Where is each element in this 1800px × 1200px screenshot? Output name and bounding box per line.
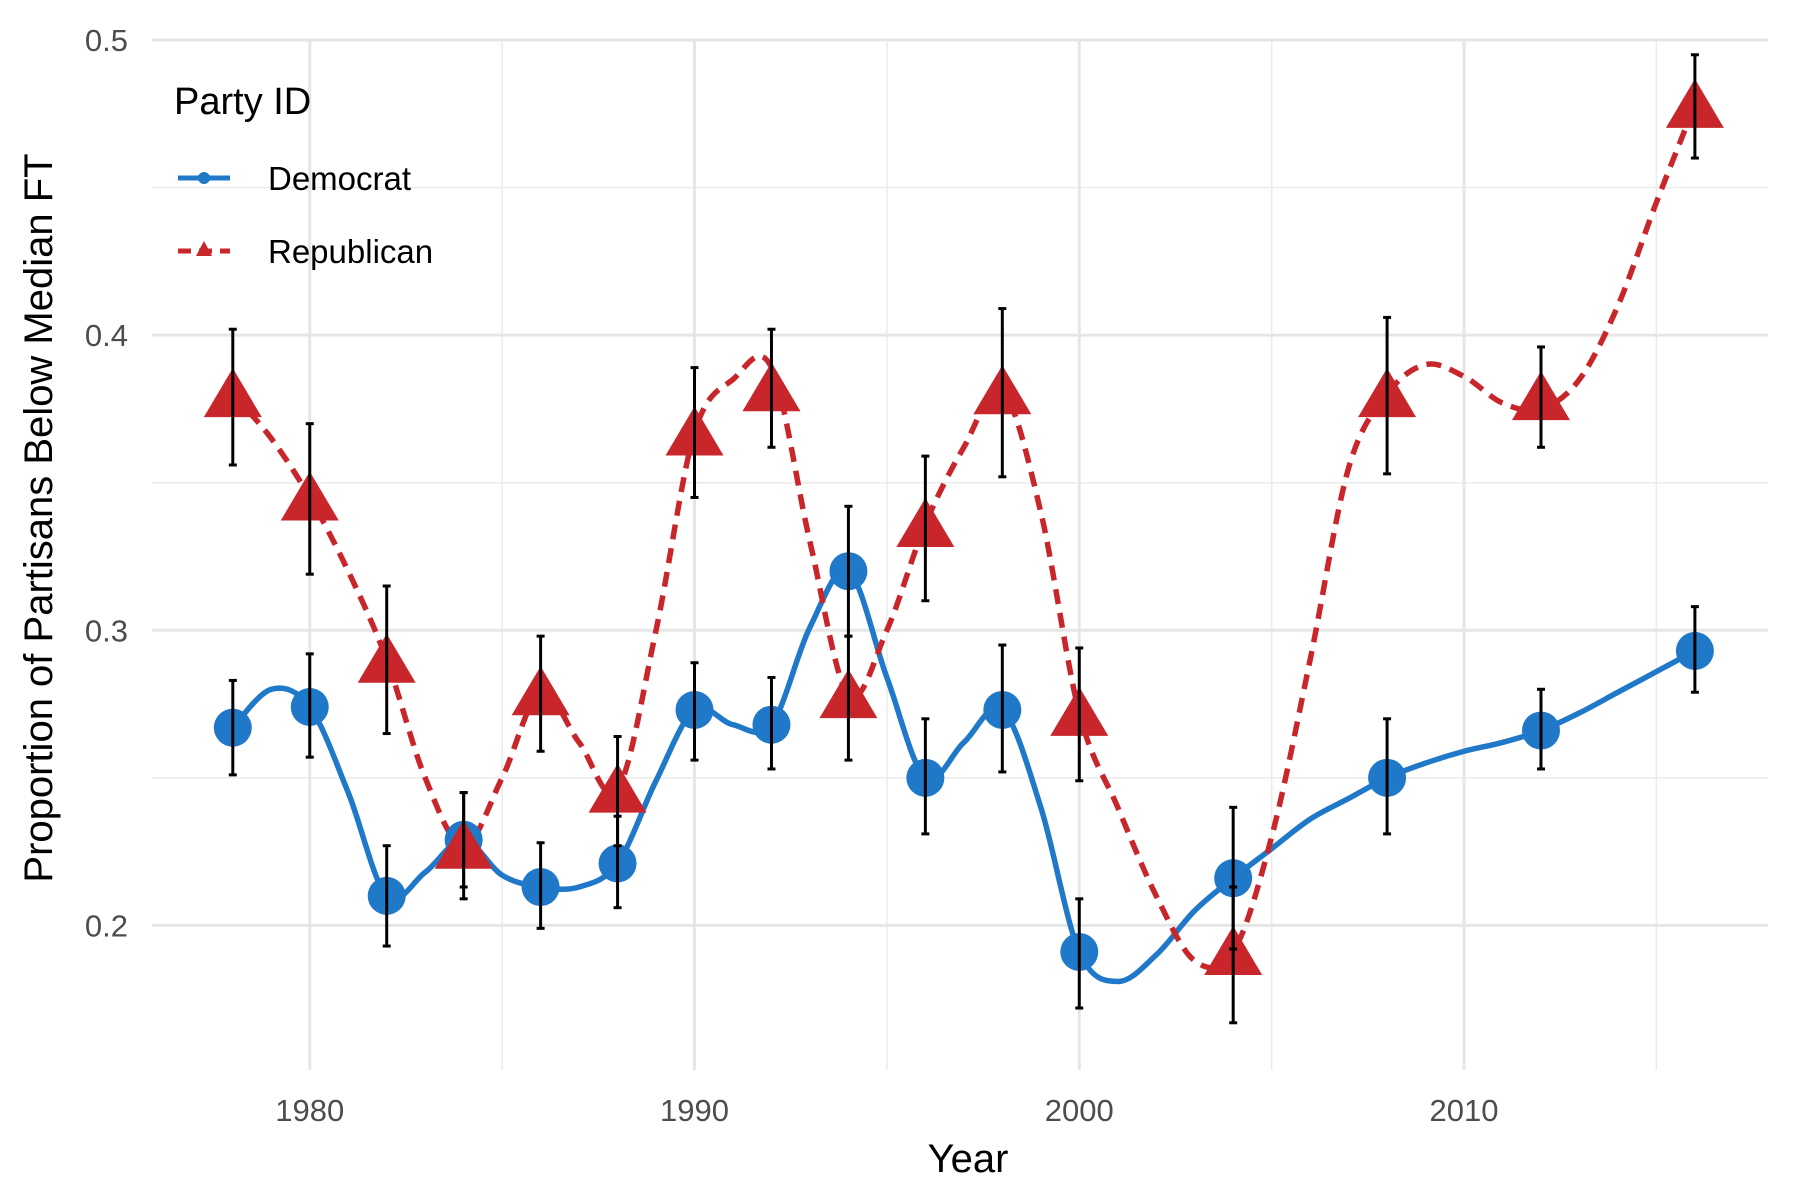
democrat-error-bar-1986	[536, 841, 545, 930]
democrat-error-bar-1990	[690, 661, 699, 762]
democrat-error-bar-2012	[1536, 687, 1545, 771]
republican-error-bar-1978	[228, 327, 237, 467]
republican-error-bar-2012	[1536, 345, 1545, 449]
republican-error-bar-1988	[613, 735, 622, 848]
republican-error-bar-1982	[382, 584, 391, 736]
republican-error-bar-2000	[1075, 646, 1084, 783]
republican-error-bar-1990	[690, 366, 699, 499]
grid	[152, 38, 1768, 1070]
tick-labels: 1980 1990 2000 2010 0.2 0.3 0.4 0.5	[85, 23, 1499, 1128]
x-axis-title: Year	[928, 1137, 1009, 1181]
legend: Party ID Democrat Republican	[174, 81, 433, 270]
x-tick-label: 2000	[1045, 1093, 1114, 1128]
legend-title: Party ID	[174, 81, 311, 123]
y-tick-label: 0.5	[85, 23, 128, 58]
republican-error-bar-1998	[998, 307, 1007, 479]
legend-item-republican: Republican	[178, 233, 433, 270]
x-tick-label: 1990	[660, 1093, 729, 1128]
y-axis-title: Proportion of Partisans Below Median FT	[17, 153, 61, 882]
democrat-error-bar-1992	[767, 675, 776, 771]
trend-line-democrat	[230, 567, 1697, 985]
legend-item-democrat: Democrat	[178, 160, 411, 197]
republican-error-bar-2008	[1383, 315, 1392, 476]
legend-key-republican-marker	[196, 241, 212, 256]
y-tick-label: 0.2	[85, 908, 128, 943]
republican-error-bar-2016	[1690, 53, 1699, 160]
y-tick-label: 0.4	[85, 318, 128, 353]
republican-error-bar-1994	[844, 634, 853, 762]
democrat-error-bar-2016	[1690, 605, 1699, 694]
republican-error-bar-2004	[1229, 885, 1238, 1025]
y-tick-label: 0.3	[85, 613, 128, 648]
democrat-error-bar-1998	[998, 643, 1007, 774]
republican-error-bar-1986	[536, 634, 545, 753]
democrat-error-bar-1978	[228, 678, 237, 777]
democrat-error-bar-1982	[382, 844, 391, 948]
legend-key-democrat-marker	[198, 172, 210, 184]
democrat-error-bar-2000	[1075, 897, 1084, 1010]
legend-label-republican: Republican	[268, 233, 433, 270]
democrat-error-bar-1996	[921, 717, 930, 836]
series-layer	[203, 53, 1724, 1025]
legend-label-democrat: Democrat	[268, 160, 411, 197]
republican-error-bar-1980	[305, 422, 314, 576]
republican-error-bar-1992	[767, 327, 776, 449]
x-tick-label: 2010	[1430, 1093, 1499, 1128]
x-tick-label: 1980	[275, 1093, 344, 1128]
democrat-error-bar-1980	[305, 652, 314, 759]
democrat-error-bar-2008	[1383, 717, 1392, 836]
republican-error-bar-1996	[921, 454, 930, 603]
republican-error-bar-1984	[459, 791, 468, 901]
